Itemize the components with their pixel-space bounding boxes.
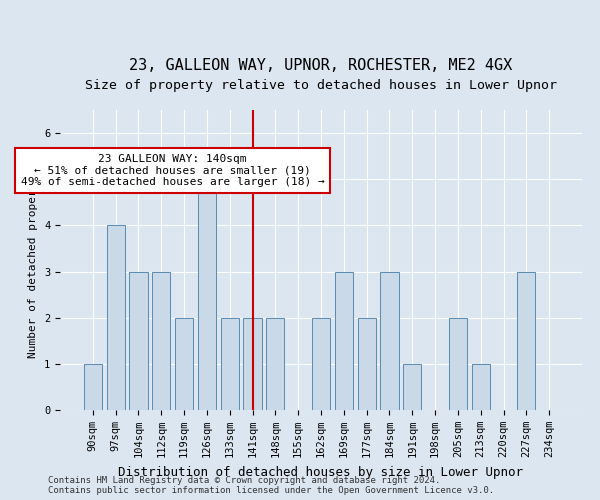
Bar xyxy=(266,318,284,410)
Bar xyxy=(335,272,353,410)
Bar xyxy=(358,318,376,410)
Bar xyxy=(175,318,193,410)
Text: Size of property relative to detached houses in Lower Upnor: Size of property relative to detached ho… xyxy=(85,80,557,92)
Bar xyxy=(244,318,262,410)
Bar xyxy=(130,272,148,410)
Bar xyxy=(312,318,330,410)
Text: 23 GALLEON WAY: 140sqm
← 51% of detached houses are smaller (19)
49% of semi-det: 23 GALLEON WAY: 140sqm ← 51% of detached… xyxy=(21,154,325,187)
Bar xyxy=(517,272,535,410)
Bar xyxy=(107,226,125,410)
Bar xyxy=(152,272,170,410)
Text: 23, GALLEON WAY, UPNOR, ROCHESTER, ME2 4GX: 23, GALLEON WAY, UPNOR, ROCHESTER, ME2 4… xyxy=(130,58,512,72)
Y-axis label: Number of detached properties: Number of detached properties xyxy=(28,162,38,358)
Bar xyxy=(84,364,102,410)
Bar xyxy=(449,318,467,410)
X-axis label: Distribution of detached houses by size in Lower Upnor: Distribution of detached houses by size … xyxy=(119,466,523,478)
Text: Contains HM Land Registry data © Crown copyright and database right 2024.
Contai: Contains HM Land Registry data © Crown c… xyxy=(48,476,494,495)
Bar xyxy=(472,364,490,410)
Bar xyxy=(403,364,421,410)
Bar xyxy=(380,272,398,410)
Bar xyxy=(198,179,216,410)
Bar xyxy=(221,318,239,410)
